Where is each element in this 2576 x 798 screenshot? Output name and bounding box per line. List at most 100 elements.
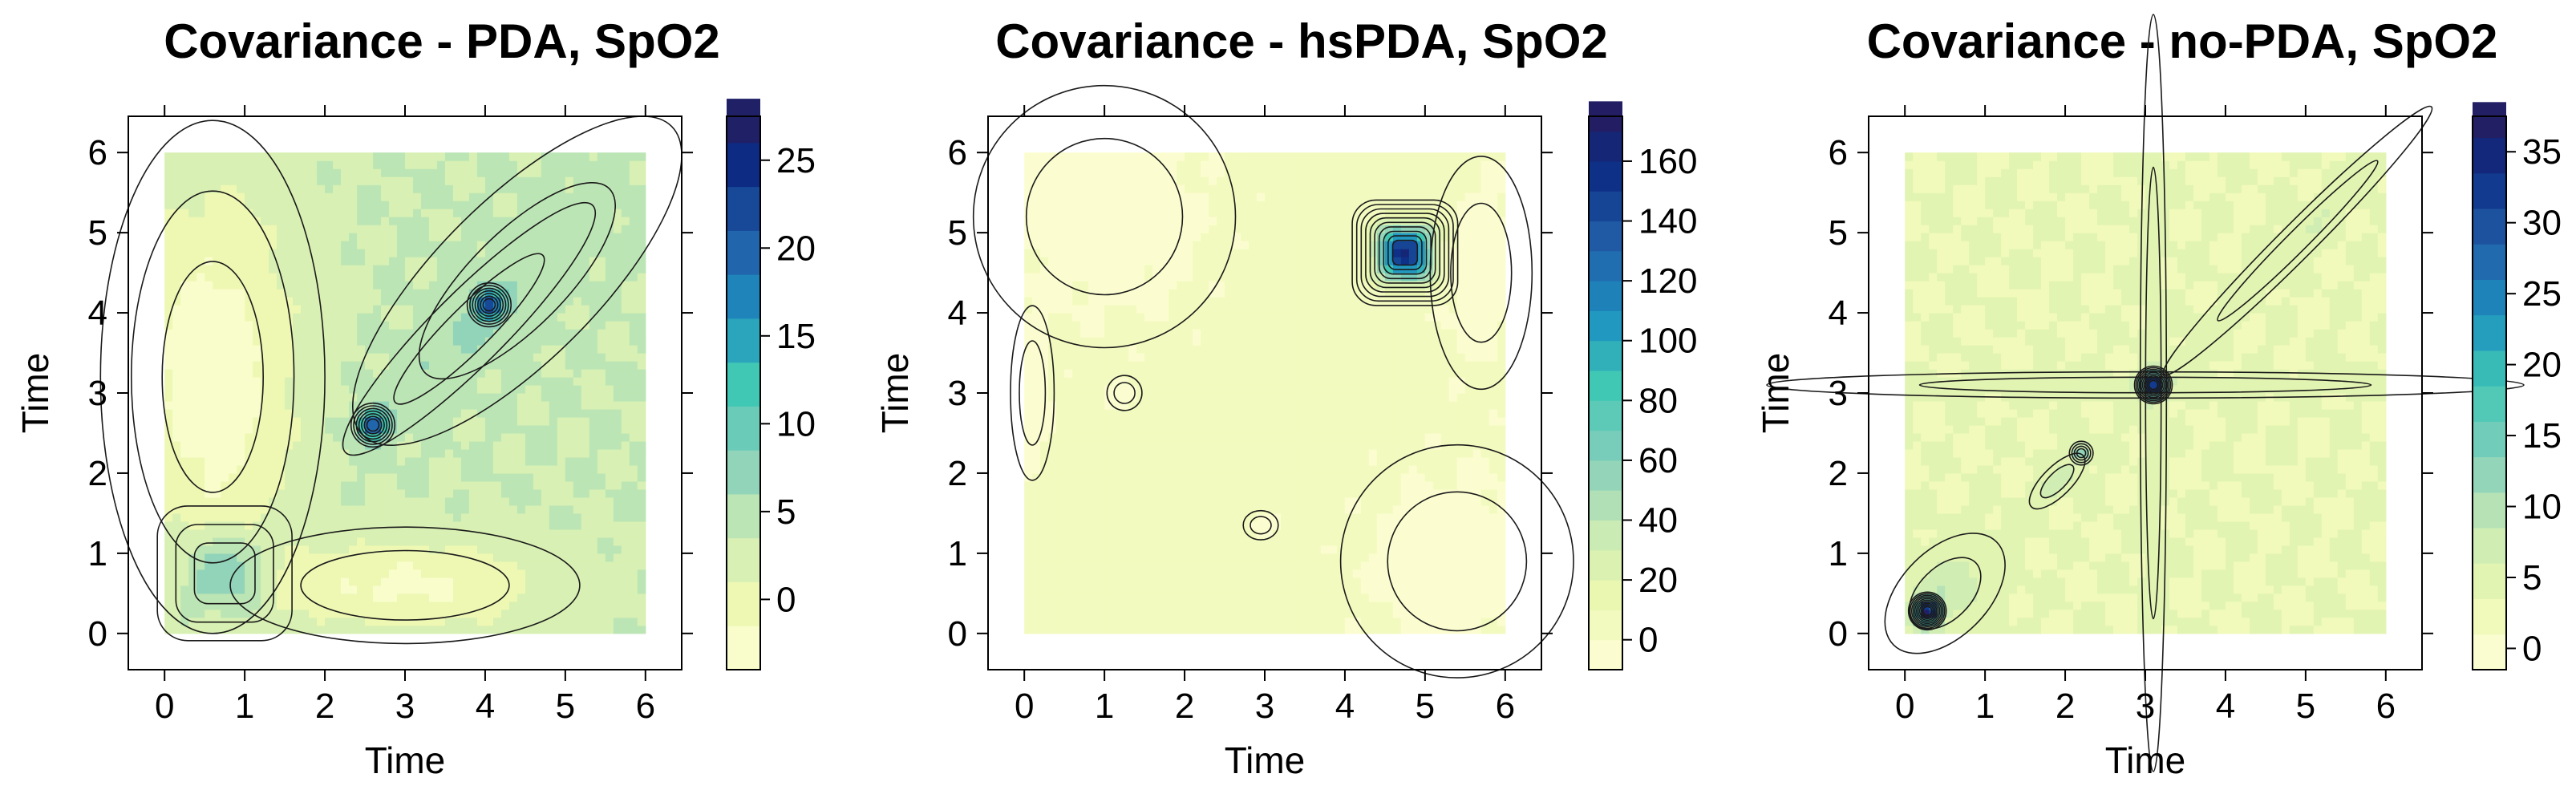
heatmap-cell <box>1032 480 1041 490</box>
heatmap-cell <box>325 432 334 442</box>
heatmap-cell <box>357 488 366 498</box>
heatmap-cell <box>341 529 350 538</box>
heatmap-cell <box>541 393 550 402</box>
heatmap-cell <box>605 217 614 225</box>
heatmap-cell <box>333 496 342 506</box>
heatmap-cell <box>1080 385 1089 394</box>
heatmap-cell <box>420 521 430 530</box>
heatmap-cell <box>500 553 510 562</box>
heatmap-cell <box>1185 545 1193 554</box>
heatmap-cell <box>428 305 438 314</box>
heatmap-cell <box>452 297 462 306</box>
heatmap-cell <box>1048 400 1057 410</box>
heatmap-cell <box>1040 577 1049 586</box>
heatmap-cell <box>1056 440 1065 450</box>
heatmap-cell <box>381 201 390 209</box>
heatmap-cell <box>492 504 502 514</box>
heatmap-cell <box>1048 160 1057 169</box>
heatmap-cell <box>180 408 189 418</box>
heatmap-cell <box>373 512 382 522</box>
heatmap-cell <box>1024 225 1033 233</box>
heatmap-cell <box>420 265 430 273</box>
heatmap-cell <box>213 217 221 225</box>
heatmap-cell <box>237 361 245 370</box>
heatmap-cell <box>1056 448 1065 458</box>
heatmap-cell <box>1185 408 1193 418</box>
heatmap-cell <box>589 225 598 233</box>
heatmap-cell <box>468 440 478 450</box>
heatmap-cell <box>1152 281 1161 290</box>
heatmap-cell <box>516 313 526 322</box>
heatmap-cell <box>549 480 558 490</box>
heatmap-cell <box>389 569 398 578</box>
heatmap-cell <box>549 601 558 610</box>
heatmap-cell <box>277 265 286 273</box>
heatmap-cell <box>1032 512 1041 522</box>
heatmap-cell <box>516 289 526 298</box>
heatmap-cell <box>365 609 374 618</box>
heatmap-cell <box>405 408 414 418</box>
heatmap-cell <box>333 233 342 241</box>
heatmap-cell <box>341 241 350 249</box>
heatmap-cell <box>205 192 213 201</box>
heatmap-cell <box>436 440 446 450</box>
heatmap-cell <box>221 305 229 314</box>
heatmap-cell <box>317 241 326 249</box>
heatmap-cell <box>1064 625 1073 634</box>
heatmap-cell <box>573 289 582 298</box>
heatmap-cell <box>1048 297 1057 306</box>
contour-line <box>363 415 383 435</box>
heatmap-cell <box>205 561 213 570</box>
heatmap-cell <box>597 209 606 217</box>
heatmap-cell <box>309 408 318 418</box>
heatmap-cell <box>565 529 574 538</box>
heatmap-cell <box>1072 585 1081 594</box>
heatmap-cell <box>1080 152 1089 161</box>
heatmap-cell <box>1185 561 1193 570</box>
heatmap-cell <box>1120 448 1129 458</box>
heatmap-cell <box>1144 345 1153 354</box>
heatmap-cell <box>589 321 598 330</box>
heatmap-cell <box>557 569 566 578</box>
heatmap-cell <box>589 353 598 362</box>
heatmap-cell <box>205 225 213 233</box>
heatmap-cell <box>309 393 318 402</box>
heatmap-cell <box>180 241 189 249</box>
heatmap-cell <box>549 265 558 273</box>
heatmap-cell <box>229 440 237 450</box>
heatmap-cell <box>1169 625 1177 634</box>
heatmap-cell <box>1024 265 1033 273</box>
heatmap-cell <box>397 241 406 249</box>
heatmap-cell <box>221 545 229 554</box>
heatmap-cell <box>637 273 646 282</box>
heatmap-cell <box>373 176 382 185</box>
heatmap-cell <box>1024 257 1033 265</box>
heatmap-cell <box>245 345 253 354</box>
heatmap-cell <box>237 577 245 586</box>
heatmap-cell <box>1169 456 1177 466</box>
heatmap-cell <box>476 273 486 282</box>
heatmap-cell <box>1144 217 1153 225</box>
heatmap-cell <box>196 225 205 233</box>
heatmap-cell <box>405 345 414 354</box>
heatmap-cell <box>277 361 286 370</box>
heatmap-cell <box>1128 168 1137 177</box>
heatmap-cell <box>581 416 590 426</box>
heatmap-cell <box>460 448 470 458</box>
heatmap-cell <box>1136 192 1145 201</box>
heatmap-cell <box>613 184 622 193</box>
heatmap-cell <box>1080 249 1089 257</box>
heatmap-cell <box>1024 504 1033 514</box>
heatmap-cell <box>269 305 277 314</box>
heatmap-cell <box>357 184 366 193</box>
heatmap-cell <box>1120 257 1129 265</box>
heatmap-cell <box>229 168 237 177</box>
heatmap-cell <box>460 472 470 482</box>
heatmap-cell <box>468 504 478 514</box>
heatmap-cell <box>213 400 221 410</box>
heatmap-cell <box>164 496 173 506</box>
heatmap-cell <box>525 168 534 177</box>
heatmap-cell <box>444 464 454 474</box>
heatmap-cell <box>309 553 318 562</box>
heatmap-cell <box>365 273 374 282</box>
